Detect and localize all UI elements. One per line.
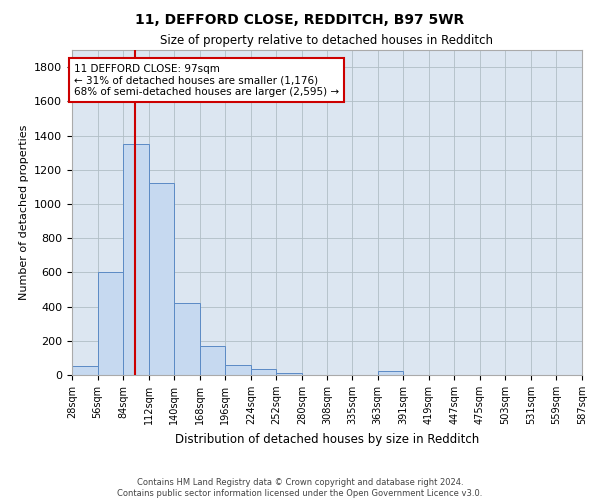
Bar — [149, 184, 174, 375]
X-axis label: Distribution of detached houses by size in Redditch: Distribution of detached houses by size … — [175, 432, 479, 446]
Bar — [123, 144, 149, 375]
Bar — [225, 364, 251, 375]
Bar — [277, 374, 302, 375]
Text: 11, DEFFORD CLOSE, REDDITCH, B97 5WR: 11, DEFFORD CLOSE, REDDITCH, B97 5WR — [136, 12, 464, 26]
Title: Size of property relative to detached houses in Redditch: Size of property relative to detached ho… — [161, 34, 493, 48]
Text: 11 DEFFORD CLOSE: 97sqm
← 31% of detached houses are smaller (1,176)
68% of semi: 11 DEFFORD CLOSE: 97sqm ← 31% of detache… — [74, 64, 339, 97]
Bar — [174, 303, 200, 375]
Text: Contains HM Land Registry data © Crown copyright and database right 2024.
Contai: Contains HM Land Registry data © Crown c… — [118, 478, 482, 498]
Bar — [251, 369, 277, 375]
Y-axis label: Number of detached properties: Number of detached properties — [19, 125, 29, 300]
Bar — [98, 272, 123, 375]
Bar — [200, 346, 225, 375]
Bar — [377, 370, 403, 375]
Bar — [72, 366, 98, 375]
